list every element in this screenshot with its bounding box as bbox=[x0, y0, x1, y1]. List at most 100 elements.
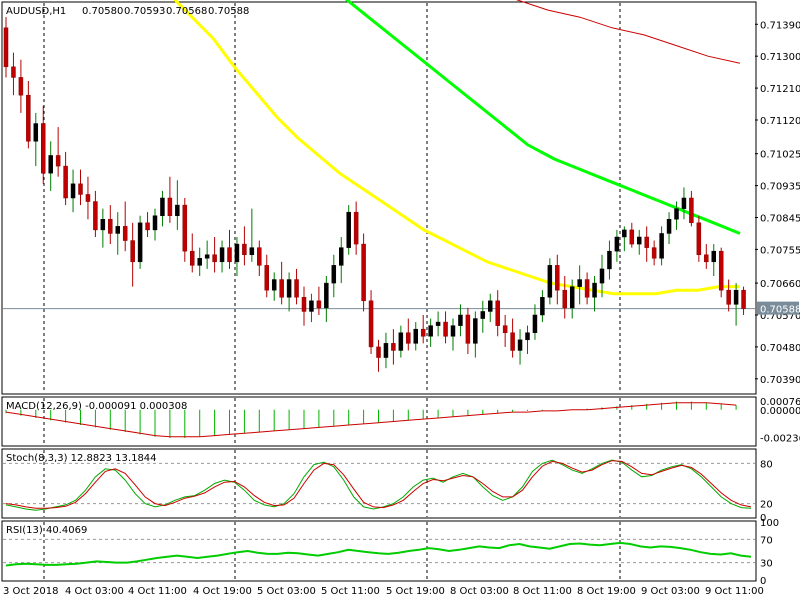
candle-body bbox=[167, 197, 173, 216]
candle bbox=[227, 229, 232, 269]
candle bbox=[659, 226, 664, 266]
candle bbox=[488, 293, 493, 323]
candle bbox=[63, 151, 68, 206]
ohlc-open: 0.70580 bbox=[82, 6, 123, 17]
price-panel-symbol: AUDUSD,H1 bbox=[6, 6, 66, 17]
candle-body bbox=[465, 314, 471, 344]
candle bbox=[182, 198, 188, 262]
candle bbox=[666, 212, 672, 245]
candle-body bbox=[651, 247, 657, 259]
candle bbox=[137, 215, 143, 269]
candle bbox=[555, 254, 560, 305]
candle bbox=[324, 276, 329, 323]
candle bbox=[540, 290, 545, 323]
candle bbox=[592, 276, 597, 312]
candle-body bbox=[562, 289, 567, 309]
candle bbox=[674, 201, 679, 230]
candle-body bbox=[108, 219, 113, 234]
candle bbox=[391, 329, 396, 365]
candle-body bbox=[41, 123, 46, 174]
candle bbox=[145, 212, 150, 237]
macd-plot bbox=[5, 401, 737, 438]
candle bbox=[704, 244, 709, 269]
macd-panel-frame bbox=[1, 396, 757, 447]
candle bbox=[197, 247, 202, 276]
candle-body bbox=[93, 201, 98, 231]
candle-body bbox=[443, 321, 448, 337]
time-axis-label: 5 Oct 11:00 bbox=[321, 586, 380, 597]
candle bbox=[11, 52, 16, 96]
candle-body bbox=[718, 250, 724, 291]
price-tick-label: 0.70390 bbox=[760, 375, 800, 386]
candle bbox=[428, 318, 433, 347]
time-axis-label: 9 Oct 03:00 bbox=[641, 586, 700, 597]
candle-body bbox=[115, 226, 120, 234]
candle bbox=[577, 265, 582, 305]
candle-body bbox=[301, 297, 307, 312]
candle-body bbox=[435, 321, 441, 326]
candle-body bbox=[733, 289, 739, 305]
candle bbox=[85, 176, 91, 220]
rsi-line bbox=[5, 541, 752, 567]
candle bbox=[517, 329, 523, 365]
candle-body bbox=[316, 300, 322, 309]
moving-average-line-2 bbox=[515, 0, 741, 64]
candle-body bbox=[428, 325, 433, 337]
candle bbox=[562, 276, 567, 319]
rsi-tick-label: 30 bbox=[760, 559, 773, 570]
candle-body bbox=[666, 219, 672, 234]
price-tick-label: 0.71120 bbox=[760, 116, 800, 127]
candle-body bbox=[502, 325, 508, 333]
time-axis-label: 3 Oct 2018 bbox=[3, 586, 58, 597]
price-tick-label: 0.70480 bbox=[760, 343, 800, 354]
candle-body bbox=[286, 279, 292, 298]
candle bbox=[339, 237, 344, 284]
candle-body bbox=[137, 222, 143, 263]
candle-body bbox=[480, 311, 486, 319]
candle-body bbox=[204, 254, 210, 259]
candle bbox=[495, 290, 500, 337]
candle bbox=[108, 205, 113, 245]
candle bbox=[115, 212, 120, 255]
candle bbox=[376, 339, 381, 372]
candle bbox=[711, 244, 716, 276]
candle bbox=[689, 190, 694, 227]
candle-body bbox=[3, 27, 9, 68]
candle bbox=[622, 226, 627, 252]
price-tick-label: 0.70935 bbox=[760, 182, 800, 193]
candle-body bbox=[227, 247, 232, 263]
candle-body bbox=[182, 204, 188, 252]
candle bbox=[741, 286, 746, 315]
candle bbox=[465, 307, 471, 354]
candle-body bbox=[294, 279, 299, 298]
axis-labels: 0.71390 0.71300 0.71210 0.71120 0.71025 0.709… bbox=[3, 20, 800, 597]
candle bbox=[458, 304, 463, 337]
vertical-grid-lines bbox=[43, 3, 621, 580]
candle-body bbox=[257, 247, 262, 266]
candle-body bbox=[130, 240, 135, 263]
stoch-tick-label: 20 bbox=[760, 500, 773, 511]
candle-body bbox=[190, 250, 195, 266]
candle bbox=[212, 237, 217, 273]
candle-body bbox=[398, 332, 404, 351]
candle bbox=[41, 105, 46, 184]
candle-body bbox=[450, 325, 456, 337]
candle bbox=[249, 208, 255, 262]
ohlc-high: 0.70593 bbox=[124, 6, 165, 17]
candle-body bbox=[391, 343, 396, 351]
candle bbox=[480, 300, 486, 333]
candle-body bbox=[413, 328, 418, 344]
candle-body bbox=[569, 286, 575, 309]
candle bbox=[681, 187, 687, 220]
candle-body bbox=[599, 268, 605, 284]
stoch-panel-frame bbox=[1, 448, 757, 519]
price-tick-label: 0.71025 bbox=[760, 150, 800, 161]
candle-body bbox=[122, 226, 128, 241]
time-axis-label: 8 Oct 19:00 bbox=[577, 586, 636, 597]
candle-body bbox=[689, 197, 694, 224]
candle bbox=[55, 127, 61, 177]
candle bbox=[160, 190, 165, 227]
candle bbox=[271, 272, 277, 301]
candle bbox=[733, 283, 739, 326]
